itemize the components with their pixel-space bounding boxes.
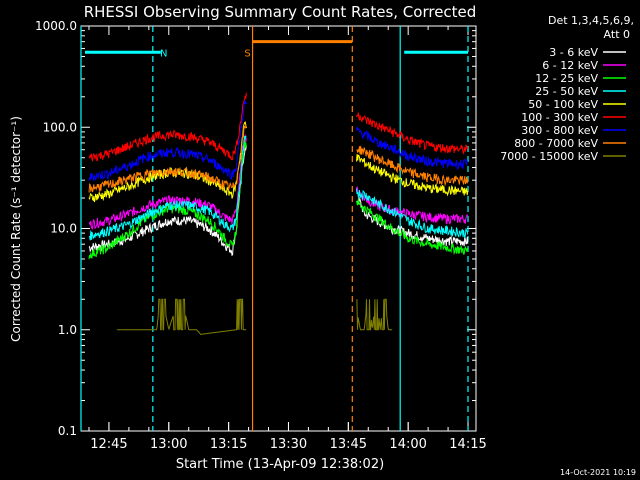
x-tick-label: 13:30 <box>270 437 307 452</box>
legend-header-line1: Det 1,3,4,5,6,9, <box>548 14 634 27</box>
legend-entry-label: 25 - 50 keV <box>535 85 598 98</box>
y-tick-label: 100.0 <box>43 120 77 134</box>
annotation-label: S <box>244 48 250 59</box>
x-tick-label: 13:15 <box>210 437 247 452</box>
series-line <box>88 100 469 182</box>
plot-content: 0.1 1.0 10.0 100.0 1000.0 12:45 13:00 13:15 13:3… <box>35 19 487 452</box>
legend-entry-label: 7000 - 15000 keV <box>500 150 598 163</box>
x-axis-label: Start Time (13-Apr-09 12:38:02) <box>176 457 384 472</box>
series-line <box>88 135 469 241</box>
x-tick-label: 13:45 <box>330 437 367 452</box>
timestamp: 14-Oct-2021 10:19 <box>560 468 636 477</box>
legend-entry-label: 6 - 12 keV <box>542 59 598 72</box>
series-line <box>88 134 469 231</box>
x-tick-label: 14:15 <box>449 437 486 452</box>
y-tick-label: 1000.0 <box>35 19 77 33</box>
y-tick-label: 1.0 <box>58 323 77 337</box>
series-line <box>88 124 469 193</box>
x-tick-label: 14:00 <box>389 437 426 452</box>
legend-entry-label: 50 - 100 keV <box>528 98 598 111</box>
series-line <box>88 139 469 260</box>
series-line <box>116 298 393 335</box>
annotation-label: N <box>160 48 167 59</box>
legend-entry-label: 100 - 300 keV <box>521 111 598 124</box>
legend-entry-label: 12 - 25 keV <box>535 72 598 85</box>
y-axis-label: Corrected Count Rate (s⁻¹ detector⁻¹) <box>9 116 23 342</box>
y-tick-label: 10.0 <box>50 222 77 236</box>
x-tick-label: 12:45 <box>90 437 127 452</box>
legend-entry-label: 800 - 7000 keV <box>514 137 598 150</box>
legend-entry-label: 3 - 6 keV <box>549 46 598 59</box>
y-tick-label: 0.1 <box>58 424 77 438</box>
series-line <box>88 121 469 203</box>
legend-entry-label: 300 - 800 keV <box>521 124 598 137</box>
series-line <box>88 92 469 162</box>
x-tick-label: 13:00 <box>150 437 187 452</box>
chart-title: RHESSI Observing Summary Count Rates, Co… <box>84 3 477 21</box>
legend-header-line2: Att 0 <box>604 28 630 41</box>
